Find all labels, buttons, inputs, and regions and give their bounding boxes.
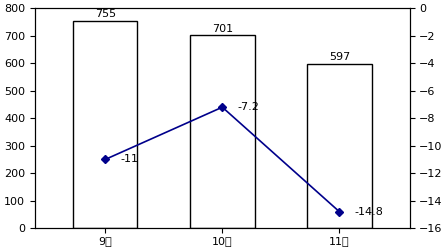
Bar — [73, 20, 137, 228]
Text: 701: 701 — [212, 24, 233, 34]
Text: -11: -11 — [121, 154, 139, 164]
Bar — [307, 64, 371, 228]
Text: 597: 597 — [329, 52, 350, 62]
Text: -7.2: -7.2 — [237, 102, 259, 112]
Text: -14.8: -14.8 — [354, 207, 384, 217]
Bar — [190, 36, 254, 228]
Text: 755: 755 — [95, 9, 116, 19]
